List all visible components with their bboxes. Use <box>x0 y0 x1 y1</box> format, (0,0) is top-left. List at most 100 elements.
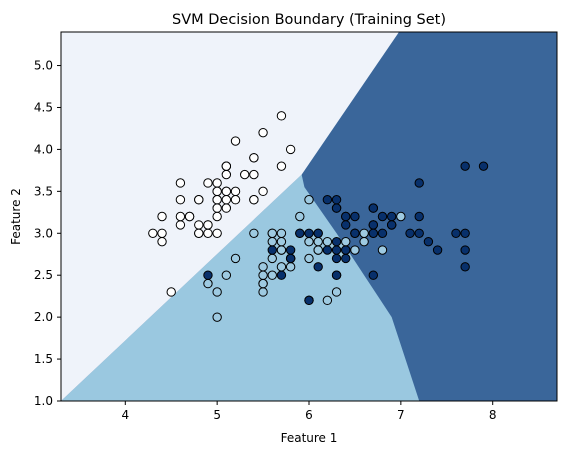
data-point-class-1 <box>359 236 369 247</box>
data-point-class-2 <box>451 228 461 238</box>
data-point-class-2 <box>460 228 470 238</box>
data-point-class-1 <box>322 236 333 247</box>
data-point-class-0 <box>221 195 232 205</box>
data-point-class-0 <box>203 220 213 230</box>
data-point-class-2 <box>341 220 351 230</box>
data-point-class-0 <box>184 211 195 222</box>
data-point-class-2 <box>432 245 443 255</box>
data-point-class-0 <box>157 236 167 247</box>
data-point-class-1 <box>322 295 333 306</box>
data-point-class-0 <box>212 228 222 238</box>
data-point-class-1 <box>258 287 268 297</box>
data-point-class-2 <box>460 245 470 255</box>
data-point-class-1 <box>276 236 287 247</box>
data-point-class-2 <box>368 203 378 213</box>
data-point-class-1 <box>276 262 287 272</box>
y-tick-label: 1.5 <box>34 352 53 366</box>
data-point-class-0 <box>175 220 186 230</box>
data-point-class-0 <box>212 178 222 188</box>
data-point-class-2 <box>368 270 378 280</box>
x-tick-label: 8 <box>489 408 497 422</box>
data-point-class-2 <box>341 253 351 264</box>
data-point-class-0 <box>249 195 259 205</box>
data-point-class-0 <box>230 195 241 205</box>
data-point-class-2 <box>267 245 277 255</box>
data-point-class-1 <box>267 270 277 280</box>
data-point-class-2 <box>414 228 424 238</box>
data-point-class-2 <box>322 245 333 255</box>
data-point-class-2 <box>350 228 360 238</box>
data-point-class-0 <box>194 220 204 230</box>
data-point-class-0 <box>194 195 204 205</box>
region-class-0 <box>61 32 400 401</box>
data-point-class-0 <box>148 228 158 238</box>
x-tick-label: 5 <box>213 408 221 422</box>
data-point-class-0 <box>175 195 186 205</box>
data-point-class-2 <box>322 195 333 205</box>
data-point-class-2 <box>203 270 213 280</box>
data-point-class-2 <box>460 161 470 171</box>
data-point-class-0 <box>175 178 186 188</box>
decision-regions <box>61 32 557 401</box>
data-point-class-0 <box>276 161 287 171</box>
data-point-class-1 <box>267 253 277 264</box>
data-point-class-0 <box>212 203 222 213</box>
data-point-class-0 <box>230 136 241 146</box>
y-tick-label: 4.5 <box>34 100 53 114</box>
data-point-class-2 <box>386 220 397 230</box>
data-point-class-0 <box>249 153 259 163</box>
data-point-class-2 <box>331 270 342 280</box>
data-point-class-0 <box>194 228 204 238</box>
data-point-class-0 <box>276 111 287 121</box>
data-point-class-1 <box>313 236 323 247</box>
data-point-class-2 <box>313 228 323 238</box>
y-tick-label: 3.5 <box>34 184 53 198</box>
x-tick-label: 7 <box>397 408 405 422</box>
data-point-class-0 <box>221 186 232 197</box>
data-point-class-2 <box>331 253 342 264</box>
data-point-class-1 <box>396 211 406 222</box>
region-class-1 <box>61 174 420 401</box>
data-point-class-2 <box>350 211 360 222</box>
data-point-class-2 <box>414 178 424 188</box>
data-point-class-0 <box>258 127 268 138</box>
data-point-class-1 <box>258 262 268 272</box>
data-point-class-0 <box>212 186 222 197</box>
data-point-class-1 <box>341 236 351 247</box>
data-point-class-2 <box>341 211 351 222</box>
data-point-class-2 <box>386 211 397 222</box>
data-point-class-2 <box>331 195 342 205</box>
data-point-class-1 <box>377 245 388 255</box>
data-point-class-2 <box>368 228 378 238</box>
data-point-class-1 <box>203 278 213 289</box>
data-point-class-1 <box>350 245 360 255</box>
data-point-class-0 <box>212 211 222 222</box>
x-tick-label: 6 <box>305 408 313 422</box>
data-point-class-0 <box>249 169 259 180</box>
data-point-class-1 <box>304 195 314 205</box>
data-point-class-1 <box>230 253 241 264</box>
y-tick-label: 2.0 <box>34 310 53 324</box>
data-point-class-2 <box>276 270 287 280</box>
data-point-class-0 <box>221 161 232 171</box>
data-point-class-0 <box>212 195 222 205</box>
data-point-class-1 <box>295 211 305 222</box>
data-point-class-2 <box>331 245 342 255</box>
y-tick-label: 3.0 <box>34 226 53 240</box>
y-tick-label: 4.0 <box>34 142 53 156</box>
data-point-class-0 <box>157 211 167 222</box>
data-point-class-1 <box>249 228 259 238</box>
data-point-class-1 <box>313 245 323 255</box>
data-point-class-2 <box>405 228 415 238</box>
data-point-class-0 <box>221 203 232 213</box>
data-point-class-1 <box>331 287 342 297</box>
data-point-class-2 <box>368 220 378 230</box>
chart-title: SVM Decision Boundary (Training Set) <box>172 12 446 28</box>
axes: 4 5 6 7 8 1.0 1.5 2.0 2.5 3.0 3.5 4.0 4.5 5.0 <box>34 59 497 422</box>
y-tick-label: 2.5 <box>34 268 53 282</box>
data-point-class-1 <box>212 312 222 322</box>
y-axis-label: Feature 2 <box>9 188 23 245</box>
data-point-class-2 <box>460 262 470 272</box>
data-point-class-0 <box>175 211 186 222</box>
